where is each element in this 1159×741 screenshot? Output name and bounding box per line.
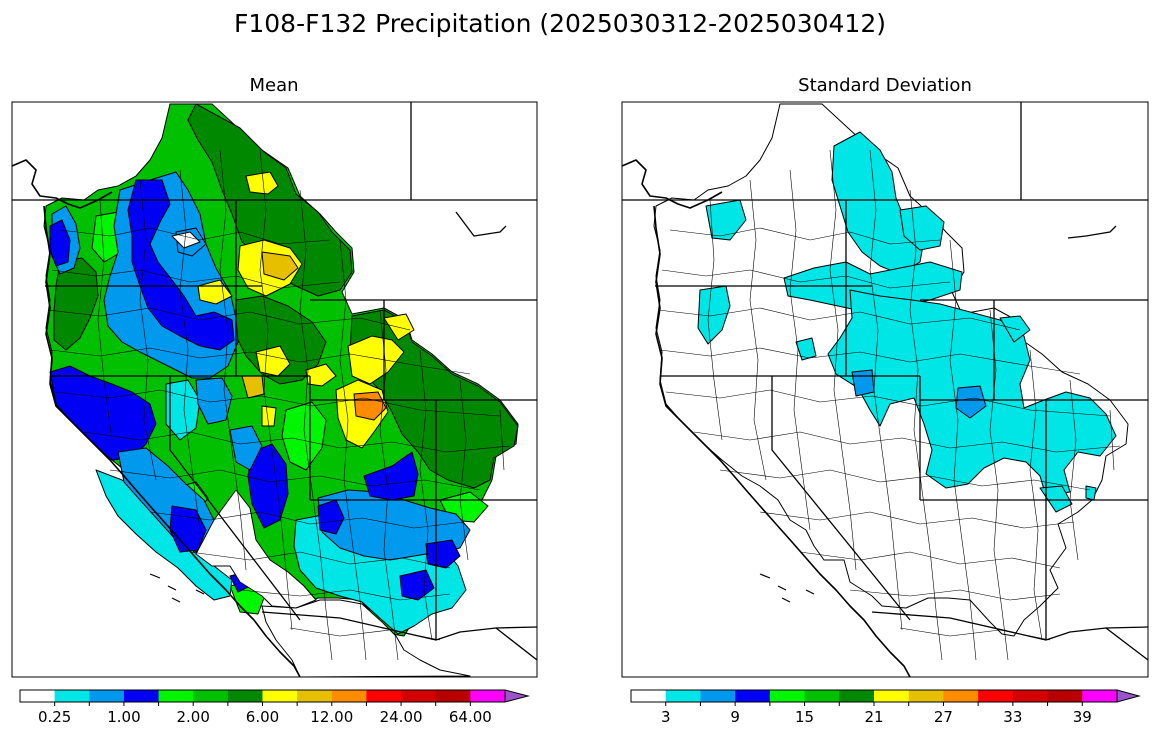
- colorbar-swatch: [700, 690, 736, 702]
- mean-region-yellow-ut-3: [305, 363, 337, 387]
- stddev-region-blue-co: [955, 385, 987, 419]
- mean-region-none-sw: [195, 489, 317, 609]
- stddev-region-cyan-or: [795, 337, 817, 361]
- colorbar-swatch: [297, 690, 333, 702]
- mean-region-darkgreen-coast: [53, 257, 99, 351]
- stddev-map: [621, 101, 1149, 678]
- mean-region-darkblue-central: [247, 443, 289, 529]
- colorbar-tick-label: 9: [730, 708, 740, 726]
- colorbar-tick-label: 33: [1003, 708, 1022, 726]
- stddev-region-cyan-mt: [899, 205, 945, 251]
- colorbar-tick-label: 24.00: [380, 708, 423, 726]
- colorbar-swatch: [1082, 690, 1118, 702]
- colorbar-swatch: [665, 690, 701, 702]
- stddev-islands: [759, 573, 815, 603]
- colorbar-swatch: [401, 690, 437, 702]
- colorbar-swatch: [804, 690, 840, 702]
- stddev-region-cyan-nm: [1039, 485, 1073, 513]
- colorbar-swatch: [874, 690, 910, 702]
- mean-region-blue-nv: [195, 377, 233, 425]
- colorbar-swatch: [908, 690, 944, 702]
- mean-islands: [149, 573, 205, 603]
- colorbar-tick-label: 3: [661, 708, 671, 726]
- mean-region-brightgreen-3: [281, 401, 327, 471]
- colorbar-swatch: [331, 690, 367, 702]
- colorbar-swatch: [193, 690, 229, 702]
- colorbar-swatch: [735, 690, 771, 702]
- mean-colorbar: 0.25 1.00 2.00 6.00 12.00 24.00 64.00: [19, 689, 530, 726]
- stddev-region-blue-ut: [851, 369, 875, 397]
- panel-title-mean: Mean: [249, 75, 298, 96]
- colorbar-swatch: [1047, 690, 1083, 702]
- colorbar-swatch: [262, 690, 298, 702]
- mean-region-gold-mt: [261, 251, 299, 281]
- colorbar-swatch: [123, 690, 160, 702]
- colorbar-tick-label: 1.00: [107, 708, 140, 726]
- mean-region-white-wa: [171, 231, 201, 249]
- colorbar-tick-label: 0.25: [38, 708, 71, 726]
- mean-state-boundaries: [12, 102, 537, 661]
- colorbar-tick-label: 27: [934, 708, 953, 726]
- colorbar-swatch: [158, 690, 194, 702]
- panel-title-stddev: Standard Deviation: [798, 75, 972, 96]
- mean-map-frame: [11, 101, 538, 678]
- colorbar-tick-label: 64.00: [449, 708, 492, 726]
- mean-region-darkblue-sw-3: [399, 569, 435, 601]
- stddev-colorbar: 3 9 15 21 27 33 39: [630, 689, 1141, 726]
- colorbar-swatch: [435, 690, 471, 702]
- mean-region-yellow-wy-2: [383, 313, 415, 341]
- colorbar-tick-label: 12.00: [310, 708, 353, 726]
- colorbar-swatch: [839, 690, 875, 702]
- colorbar-swatch: [943, 690, 979, 702]
- colorbar-tick-label: 21: [864, 708, 883, 726]
- mean-region-orange-co: [353, 391, 387, 421]
- stddev-map-frame: [621, 101, 1149, 678]
- colorbar-swatch: [54, 690, 90, 702]
- mean-region-darkblue-sw-2: [425, 539, 461, 569]
- figure-title: F108-F132 Precipitation (2025030312-2025…: [234, 9, 886, 38]
- stddev-region-cyan-id: [783, 261, 963, 313]
- stddev-region-cyan-nm2: [1085, 485, 1097, 501]
- mean-region-yellow-n: [245, 171, 279, 195]
- stddev-state-boundaries: [622, 102, 1148, 661]
- colorbar-swatch: [89, 690, 125, 702]
- stddev-region-cyan-nw: [705, 199, 747, 241]
- mean-map: [11, 101, 538, 678]
- mean-region-cyan-nv: [165, 379, 201, 441]
- colorbar-swatch: [366, 690, 402, 702]
- mean-region-blue-central: [229, 425, 263, 471]
- colorbar-tick-label: 15: [795, 708, 814, 726]
- colorbar-swatch: [1012, 690, 1049, 702]
- colorbar-tick-label: 2.00: [177, 708, 210, 726]
- mean-region-darkblue-sw-1: [363, 451, 419, 501]
- colorbar-swatch: [20, 690, 56, 702]
- mean-region-darkblue-sw-4: [317, 499, 345, 535]
- colorbar-tick-label: 39: [1073, 708, 1092, 726]
- colorbar-swatch: [769, 690, 806, 702]
- colorbar-swatch: [470, 690, 506, 702]
- colorbar-tick-label: 6.00: [246, 708, 279, 726]
- mean-region-yellow-ut: [255, 345, 291, 377]
- mean-region-darkblue-nw: [127, 179, 235, 351]
- colorbar-swatch: [631, 690, 667, 702]
- mean-region-yellow-ut-2: [261, 405, 277, 427]
- colorbar-extend-arrow: [504, 689, 530, 703]
- mean-region-none-south: [261, 599, 471, 677]
- stddev-region-cyan-n: [831, 131, 925, 275]
- stddev-coastline: [622, 159, 911, 677]
- colorbar-extend-arrow: [1116, 689, 1141, 703]
- mean-coastline: [12, 159, 301, 677]
- colorbar-swatch: [227, 690, 263, 702]
- colorbar-swatch: [978, 690, 1014, 702]
